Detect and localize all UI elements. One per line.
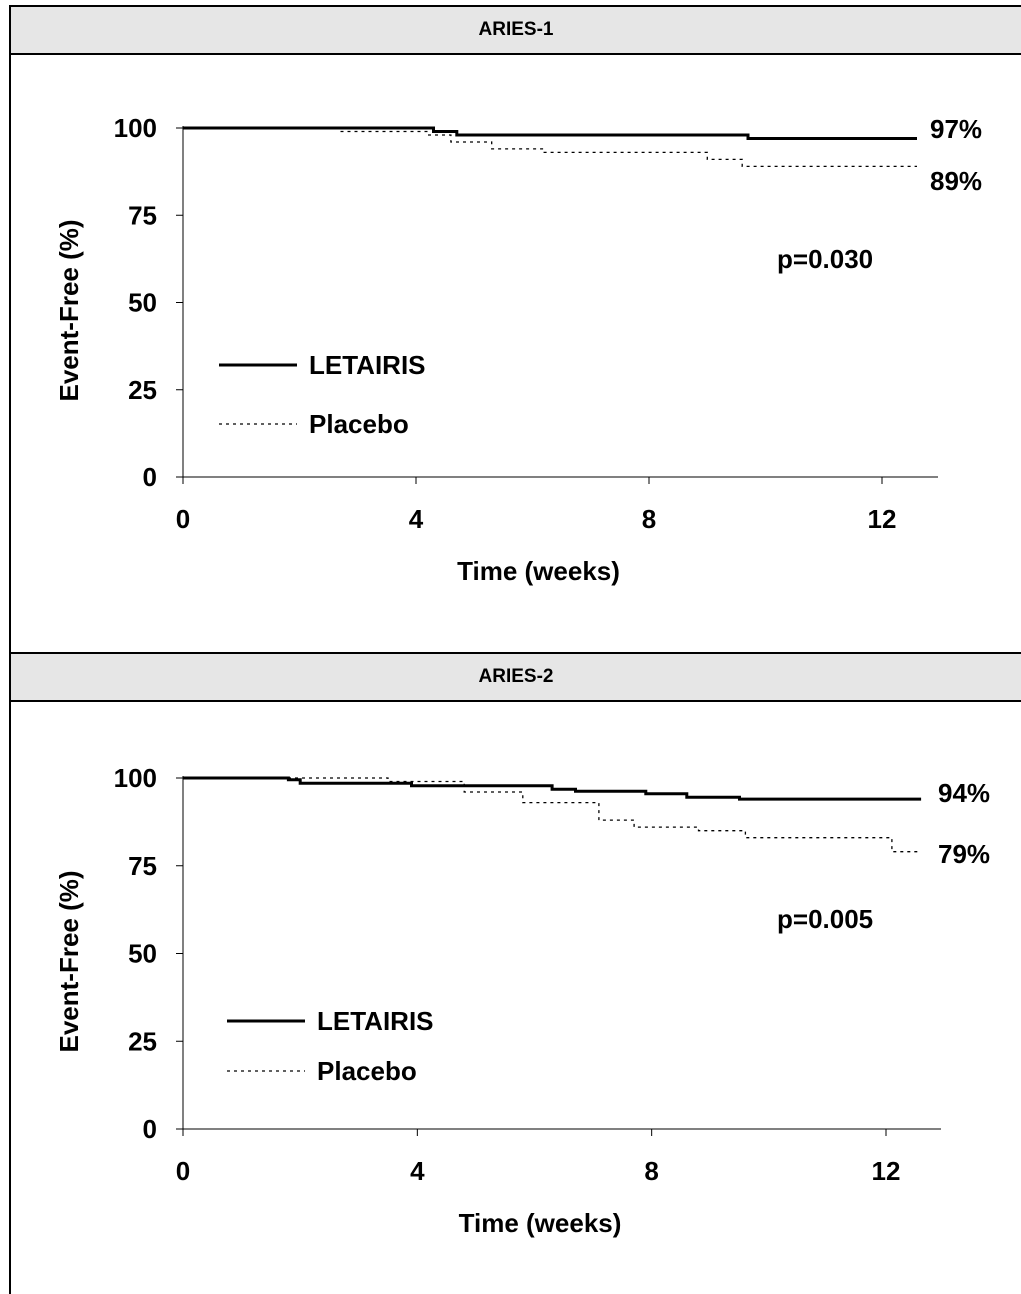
series-line-placebo [183, 777, 922, 853]
series-line-letairis [183, 126, 917, 140]
y-tick-label: 75 [128, 851, 157, 881]
y-axis-title: Event-Free (%) [54, 219, 84, 401]
chart-aries-2: 0 25 50 75 100 0 4 8 12 Time (weeks) Event-Free (%… [54, 763, 990, 1238]
x-tick-label: 8 [642, 504, 656, 534]
p-value-annotation: p=0.005 [777, 904, 873, 934]
y-tick-label: 100 [114, 113, 157, 143]
series-line-placebo [183, 127, 917, 168]
panel-title-aries-1: ARIES-1 [9, 5, 1021, 55]
y-tick-label: 25 [128, 375, 157, 405]
legend-label: LETAIRIS [317, 1006, 434, 1036]
chart-title: ARIES-2 [478, 666, 554, 687]
x-tick-label: 0 [176, 504, 190, 534]
chart-aries-1: 0 25 50 75 100 0 4 8 12 Time (weeks) Event-Free (%… [54, 113, 982, 586]
x-tick-label: 8 [644, 1156, 658, 1186]
x-tick-label: 4 [410, 1156, 425, 1186]
y-tick-label: 0 [143, 1114, 157, 1144]
y-axis-title: Event-Free (%) [54, 870, 84, 1052]
y-tick-label: 25 [128, 1026, 157, 1056]
y-tick-label: 100 [114, 763, 157, 793]
y-tick-label: 0 [143, 462, 157, 492]
p-value-annotation: p=0.030 [777, 244, 873, 274]
y-tick-label: 50 [128, 288, 157, 318]
end-value-label: 89% [930, 166, 982, 196]
x-axis-title: Time (weeks) [457, 556, 620, 586]
x-tick-label: 4 [409, 504, 424, 534]
end-value-label: 94% [938, 778, 990, 808]
end-value-label: 79% [938, 839, 990, 869]
series-line-letairis [183, 776, 922, 801]
end-value-label: 97% [930, 114, 982, 144]
chart-title: ARIES-1 [478, 19, 554, 40]
legend-label: Placebo [309, 409, 409, 439]
legend-label: LETAIRIS [309, 350, 426, 380]
x-tick-label: 12 [868, 504, 897, 534]
y-tick-label: 75 [128, 200, 157, 230]
legend-label: Placebo [317, 1056, 417, 1086]
x-tick-label: 0 [176, 1156, 190, 1186]
panel-title-aries-2: ARIES-2 [9, 652, 1021, 702]
x-tick-label: 12 [872, 1156, 901, 1186]
x-axis-title: Time (weeks) [459, 1208, 622, 1238]
y-tick-label: 50 [128, 939, 157, 969]
